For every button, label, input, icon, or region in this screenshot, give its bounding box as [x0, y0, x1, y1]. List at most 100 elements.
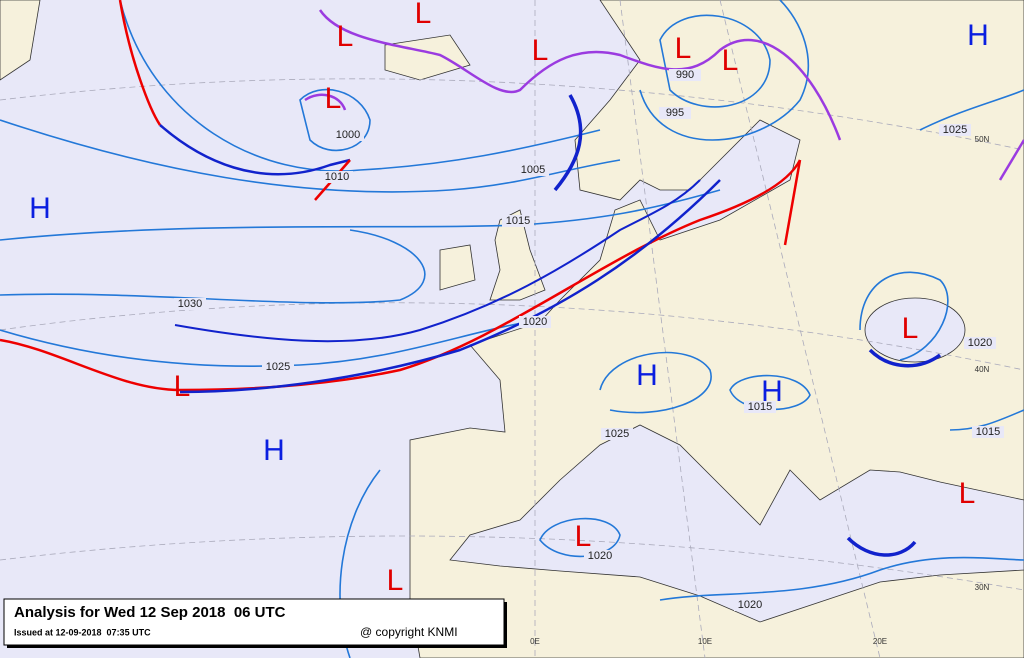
warm-front [0, 159, 802, 392]
warm-front [118, 0, 162, 126]
isobar-label-bg [502, 215, 534, 227]
isobar-label-bg [332, 129, 364, 141]
isobar-label: 1015 [748, 401, 772, 413]
ireland [439, 244, 476, 291]
pressure-center: H [636, 359, 658, 392]
warm-front [783, 159, 802, 246]
cold-front [159, 124, 351, 176]
graticule-line [0, 78, 1024, 151]
isobar [119, 0, 601, 172]
isobar [0, 229, 426, 304]
footer-title: Analysis for Wed 12 Sep 2018 06 UTC [14, 604, 286, 621]
isobar [859, 271, 949, 361]
isobar-label-bg [669, 69, 701, 81]
isobar-label: 1005 [521, 164, 545, 176]
occluded-front [304, 93, 347, 111]
isobar-label-bg [519, 316, 551, 328]
pressure-center: H [761, 375, 783, 408]
graticule-line [0, 535, 1024, 591]
isobar-label: 1020 [588, 550, 612, 562]
pressure-center: L [575, 520, 592, 553]
pressure-center: L [675, 32, 692, 65]
isobar [599, 351, 712, 414]
pressure-center: L [532, 34, 549, 67]
pressure-center: H [967, 19, 989, 52]
isobar [949, 409, 1024, 431]
iceland [384, 34, 471, 81]
isobar-label: 1025 [605, 428, 629, 440]
stationary-front [174, 179, 701, 343]
isobar-label: 995 [666, 107, 684, 119]
isobar-label: 1015 [976, 426, 1000, 438]
isobar-label-bg [972, 426, 1004, 438]
pressure-center: L [325, 82, 342, 115]
trough [846, 536, 917, 557]
pressure-center: L [174, 370, 191, 403]
black-sea [864, 297, 966, 363]
isobar-label-bg [659, 107, 691, 119]
isobar-label: 1030 [178, 298, 202, 310]
isobar-label: 1020 [738, 599, 762, 611]
isobar [539, 517, 621, 558]
isobar-label-bg [734, 599, 766, 611]
pressure-center: L [415, 0, 432, 30]
isobar [0, 119, 621, 193]
isobar [0, 189, 721, 241]
graticule-line [0, 302, 1024, 371]
pressure-center: L [902, 312, 919, 345]
isobar-label: 1025 [943, 124, 967, 136]
isobar [919, 89, 1024, 131]
cold-front [179, 179, 721, 394]
trough [868, 348, 942, 368]
greenland [0, 0, 41, 81]
pressure-center: H [263, 434, 285, 467]
graticule-line [719, 0, 881, 658]
isobar-label-bg [744, 401, 776, 413]
footer-issued: Issued at 12-09-2018 07:35 UTC [14, 627, 151, 637]
isobar-label: 1010 [325, 171, 349, 183]
grid-label: 30N [975, 583, 990, 592]
grid-label: 10E [698, 637, 712, 646]
grid-label: 0E [530, 637, 540, 646]
isobar-label: 1025 [266, 361, 290, 373]
isobar-label: 1020 [968, 337, 992, 349]
isobar-label-bg [174, 298, 206, 310]
isobar-label-bg [584, 550, 616, 562]
isobar [659, 14, 771, 108]
grid-label: 40N [975, 365, 990, 374]
isobar-label: 990 [676, 69, 694, 81]
pressure-center: L [722, 44, 739, 77]
pressure-center: L [387, 564, 404, 597]
isobar-label-bg [517, 164, 549, 176]
isobar-label-bg [262, 361, 294, 373]
isobar-label: 1000 [336, 129, 360, 141]
isobar-label: 1015 [506, 215, 530, 227]
isobar [659, 556, 1024, 601]
pressure-center: L [337, 20, 354, 53]
grid-label: 20E [873, 637, 887, 646]
isobar-label-bg [964, 337, 996, 349]
grid-label: 50N [975, 135, 990, 144]
isobar-label-bg [939, 124, 971, 136]
isobar [299, 88, 371, 152]
fronts [0, 0, 1024, 557]
isobar [639, 0, 810, 141]
trough [553, 94, 583, 192]
occluded-front [318, 9, 842, 141]
pressure-center: L [959, 477, 976, 510]
pressure-center: H [29, 192, 51, 225]
footer-box [3, 598, 505, 646]
occluded-front [998, 139, 1024, 181]
isobar-label: 1020 [523, 316, 547, 328]
footer-copyright: @ copyright KNMI [360, 625, 458, 639]
isobar [0, 319, 541, 368]
isobar-label-bg [601, 428, 633, 440]
isobar-label-bg [321, 171, 353, 183]
graticule-line [619, 0, 706, 658]
